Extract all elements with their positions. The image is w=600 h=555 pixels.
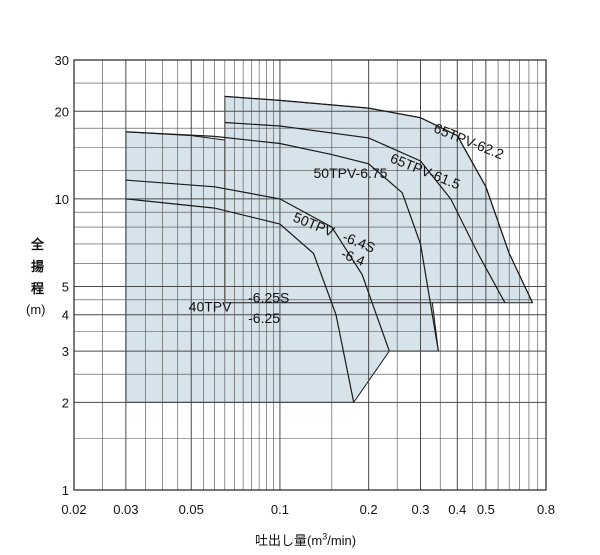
y-tick-label: 4	[62, 308, 69, 323]
x-tick-label: 0.1	[271, 502, 289, 517]
x-axis-label: 吐出し量(m3/min)	[255, 530, 356, 549]
y-axis-label-char-2: 揚	[31, 260, 45, 275]
x-tick-label: 0.03	[113, 502, 138, 517]
series-line-1	[125, 198, 355, 403]
series-layer	[125, 95, 534, 403]
y-tick-label: 30	[55, 53, 69, 68]
y-axis-label-char-3: 程	[31, 282, 45, 297]
y-tick-label: 5	[62, 280, 69, 295]
x-tick-label: 0.2	[360, 502, 378, 517]
tick-label-layer: 0.02 0.03 0.05 0.1 0.2 0.3 0.4 0.5 0.8 1 2 3 4 5 10 20 3…	[55, 53, 556, 517]
y-tick-label: 3	[62, 344, 69, 359]
x-tick-label: 0.8	[537, 502, 555, 517]
x-tick-label: 0.3	[411, 502, 429, 517]
y-tick-label: 1	[62, 483, 69, 498]
x-tick-label: 0.02	[61, 502, 86, 517]
series-annotation: -6.25	[248, 310, 280, 326]
y-axis-label-char-1: 全	[31, 238, 45, 253]
series-line-5	[224, 95, 534, 303]
series-annotation: 50TPV-6.75	[314, 165, 388, 181]
series-line-4	[224, 121, 506, 303]
plot-frame	[73, 59, 547, 491]
x-axis-label-prefix: 吐出し量	[255, 533, 308, 548]
series-annotation: -6.25S	[248, 290, 289, 306]
x-tick-label: 0.4	[448, 502, 466, 517]
x-tick-label: 0.5	[477, 502, 495, 517]
y-tick-label: 20	[55, 104, 69, 119]
x-tick-label: 0.05	[179, 502, 204, 517]
x-axis-label-unit-sup: 3	[322, 531, 328, 542]
x-axis-label-unit-a: (m	[307, 533, 323, 548]
x-axis-label-unit-b: /min)	[327, 533, 357, 548]
y-tick-label: 10	[55, 192, 69, 207]
series-line-2	[125, 179, 390, 352]
series-annotation: 40TPV	[189, 299, 232, 315]
grid-layer	[73, 59, 547, 491]
y-axis-unit: (m)	[26, 302, 46, 317]
y-tick-label: 2	[62, 395, 69, 410]
series-line-3	[125, 131, 439, 352]
